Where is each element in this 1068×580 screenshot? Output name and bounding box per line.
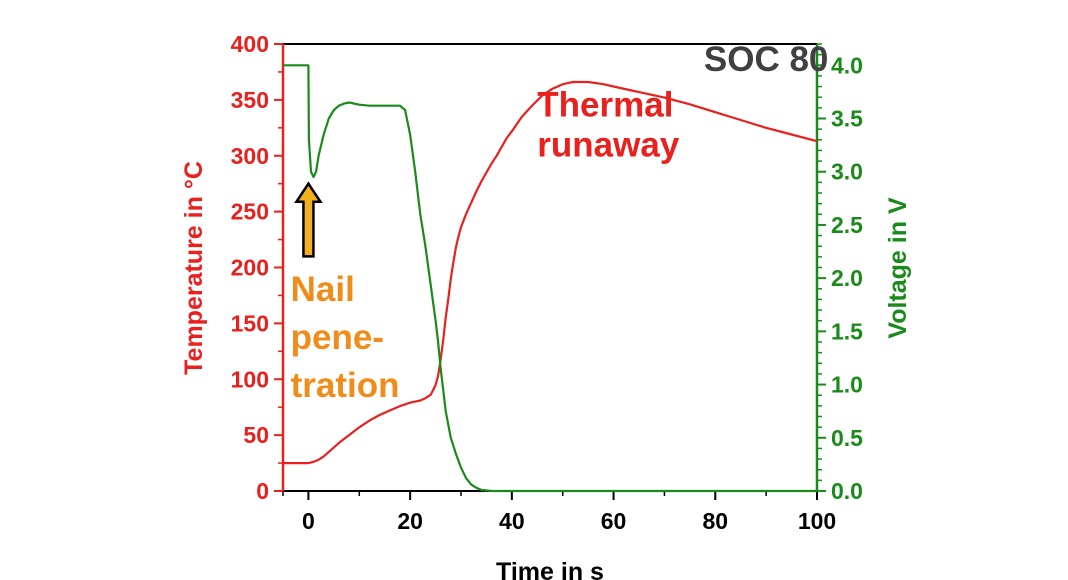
y-tick-label-right: 3.0 — [831, 159, 863, 185]
y-tick-label-right: 1.5 — [831, 318, 863, 344]
x-tick-label: 0 — [302, 508, 315, 534]
annotation-nail-penetration-line: pene- — [291, 318, 384, 357]
y-axis-title-left: Temperature in °C — [180, 161, 208, 375]
y-tick-label-left: 0 — [256, 478, 269, 504]
y-tick-label-left: 100 — [231, 366, 269, 392]
y-tick-label-right: 2.0 — [831, 265, 863, 291]
y-tick-label-left: 400 — [231, 31, 269, 57]
y-tick-label-left: 50 — [243, 422, 269, 448]
series — [283, 64, 818, 493]
x-tick-label: 80 — [702, 508, 728, 534]
annotation-nail-penetration-line: Nail — [291, 270, 355, 309]
y-tick-label-left: 200 — [231, 255, 269, 281]
x-tick-label: 100 — [798, 508, 836, 534]
y-tick-label-right: 0.0 — [831, 478, 863, 504]
x-axis-title: Time in s — [496, 558, 604, 580]
y-tick-label-right: 1.0 — [831, 372, 863, 398]
y-tick-label-right: 0.5 — [831, 425, 863, 451]
y-tick-label-right: 4.0 — [831, 52, 863, 78]
y-tick-label-right: 2.5 — [831, 212, 863, 238]
annotation-soc-line: SOC 80 — [704, 40, 829, 79]
annotation-thermal-runaway-line: runaway — [537, 126, 680, 165]
annotation-thermal-runaway-line: Thermal — [537, 86, 673, 125]
x-tick-label: 60 — [601, 508, 627, 534]
annotation-nail-penetration-line: tration — [291, 366, 400, 405]
nail-arrow — [294, 181, 323, 258]
voltage-line — [283, 64, 817, 493]
temperature-line — [283, 80, 818, 465]
x-tick-label: 20 — [397, 508, 423, 534]
arrow-shape — [294, 181, 323, 258]
y-tick-label-left: 150 — [231, 310, 269, 336]
y-tick-label-left: 300 — [231, 143, 269, 169]
y-tick-label-left: 350 — [231, 87, 269, 113]
x-tick-label: 40 — [499, 508, 525, 534]
y-tick-label-right: 3.5 — [831, 106, 863, 132]
y-tick-label-left: 250 — [231, 199, 269, 225]
y-axis-title-right: Voltage in V — [884, 197, 912, 339]
tick-labels: 0 20 40 60 80 100 0 50 100 150 200 250 300 350 400 0.0 0… — [231, 31, 864, 534]
